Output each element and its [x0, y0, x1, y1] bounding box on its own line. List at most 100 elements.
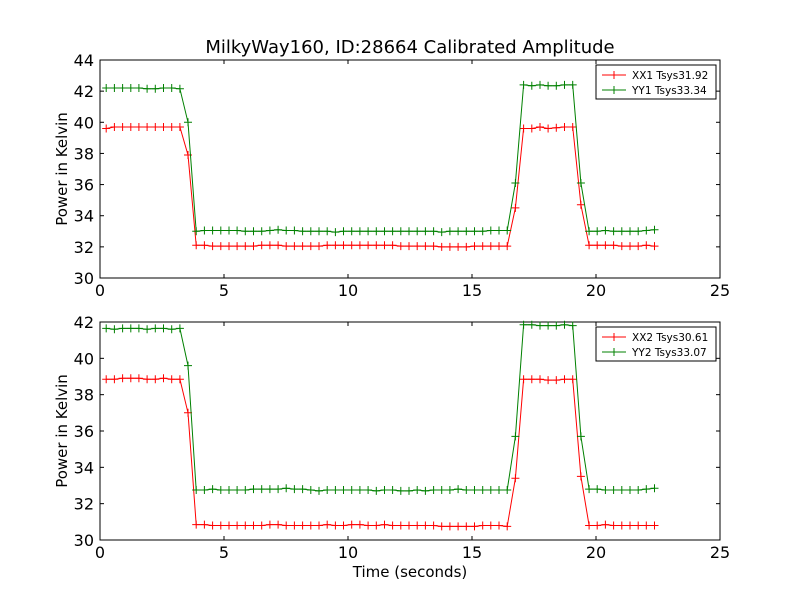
x-tick-label: 0: [95, 281, 105, 300]
data-point: [560, 80, 569, 89]
data-point: [282, 521, 291, 530]
data-point: [405, 521, 413, 530]
data-point: [585, 241, 594, 250]
data-point: [200, 226, 209, 235]
data-point: [225, 521, 233, 530]
data-point: [134, 374, 143, 383]
data-point: [511, 432, 520, 441]
data-point: [323, 227, 332, 236]
data-point: [421, 227, 430, 236]
data-point: [519, 124, 528, 133]
data-point: [519, 80, 528, 89]
data-point: [650, 521, 659, 530]
data-point: [470, 242, 479, 251]
data-point: [511, 203, 520, 212]
data-point: [306, 486, 315, 494]
data-point: [274, 225, 283, 234]
data-point: [216, 521, 225, 530]
data-point: [576, 472, 585, 481]
data-point: [126, 374, 135, 383]
data-point: [200, 241, 209, 250]
data-point: [110, 375, 119, 384]
y-tick-label: 38: [74, 144, 94, 163]
data-point: [405, 227, 413, 236]
x-tick-label: 20: [586, 281, 606, 300]
data-point: [536, 321, 544, 330]
data-point: [650, 484, 659, 493]
data-point: [355, 486, 364, 494]
y-axis-label: Power in Kelvin: [53, 112, 71, 226]
data-point: [216, 242, 225, 251]
data-point: [437, 486, 446, 494]
data-point: [347, 241, 356, 250]
data-point: [249, 521, 258, 530]
data-point: [159, 123, 168, 131]
data-point: [208, 226, 217, 235]
data-point: [626, 227, 634, 236]
legend-marker: [610, 71, 618, 79]
data-point: [315, 521, 323, 530]
data-point: [200, 486, 209, 494]
data-point: [437, 522, 446, 531]
x-tick-label: 15: [462, 281, 482, 300]
data-point: [274, 485, 283, 494]
data-point: [634, 242, 643, 251]
data-point: [462, 227, 471, 236]
data-point: [159, 84, 168, 92]
data-point: [372, 227, 381, 236]
data-point: [143, 84, 152, 93]
data-point: [486, 226, 495, 235]
data-point: [167, 123, 176, 131]
data-point: [462, 486, 471, 494]
data-point: [437, 242, 446, 251]
data-point: [290, 521, 299, 530]
legend-label: YY1 Tsys33.34: [631, 85, 707, 97]
data-point: [429, 521, 438, 530]
x-tick-label: 25: [710, 281, 730, 300]
data-point: [282, 484, 291, 493]
data-point: [225, 242, 233, 251]
series-yy1: [102, 80, 659, 237]
data-point: [118, 84, 127, 92]
data-point: [642, 226, 651, 235]
data-point: [544, 376, 553, 385]
data-point: [462, 522, 471, 531]
data-point: [462, 242, 471, 251]
y-tick-label: 38: [74, 386, 94, 405]
data-point: [486, 486, 495, 494]
data-point: [167, 84, 176, 92]
data-point: [208, 521, 217, 530]
data-point: [241, 227, 250, 236]
data-point: [527, 375, 536, 384]
data-point: [233, 521, 242, 530]
data-point: [265, 226, 274, 235]
data-point: [372, 521, 381, 530]
data-point: [405, 242, 413, 251]
data-point: [208, 485, 217, 494]
legend-marker: [610, 333, 618, 341]
data-point: [405, 486, 413, 495]
data-point: [634, 486, 643, 494]
data-point: [167, 325, 176, 334]
data-point: [257, 227, 266, 236]
data-point: [380, 486, 389, 494]
data-point: [396, 242, 405, 251]
data-point: [527, 81, 536, 90]
data-point: [495, 486, 503, 494]
series-line: [106, 377, 655, 527]
data-point: [568, 375, 577, 384]
data-point: [626, 521, 634, 530]
y-tick-label: 40: [74, 349, 94, 368]
data-point: [192, 227, 201, 236]
data-point: [192, 486, 201, 494]
data-point: [560, 375, 569, 384]
data-point: [576, 200, 585, 209]
y-tick-label: 30: [74, 531, 94, 550]
data-point: [347, 486, 356, 494]
data-point: [536, 80, 544, 89]
y-tick-label: 36: [74, 176, 94, 195]
y-tick-label: 36: [74, 422, 94, 441]
data-point: [233, 226, 242, 235]
data-point: [486, 242, 495, 251]
